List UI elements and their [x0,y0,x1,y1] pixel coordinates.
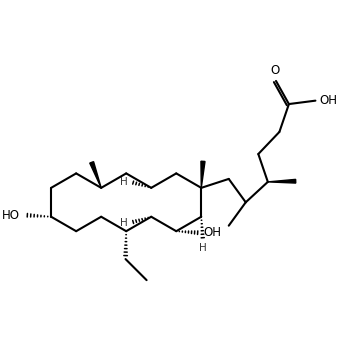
Polygon shape [201,161,205,188]
Text: H: H [199,243,207,253]
Polygon shape [90,162,101,188]
Text: O: O [271,64,280,76]
Text: HO: HO [2,208,20,222]
Text: OH: OH [203,226,222,240]
Text: H: H [120,177,128,187]
Polygon shape [268,179,296,183]
Text: OH: OH [319,94,337,107]
Text: H: H [120,218,128,228]
